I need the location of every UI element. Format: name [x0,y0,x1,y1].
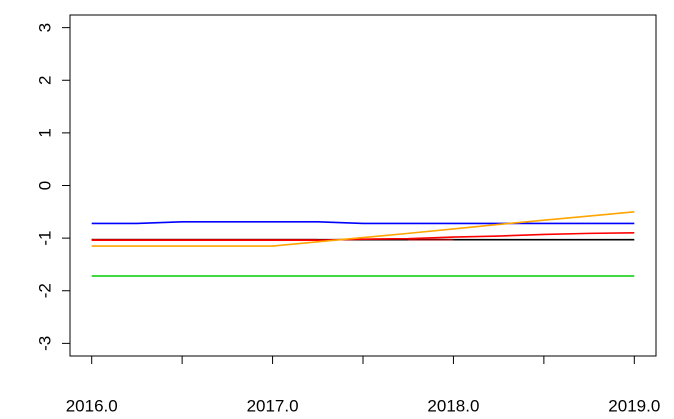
x-tick-label: 2017.0 [247,396,299,415]
x-tick-label: 2019.0 [608,396,660,415]
series-line [91,221,635,225]
x-tick-label: 2016.0 [66,396,118,415]
y-tick-label: 0 [35,181,54,190]
y-tick-label: 3 [35,23,54,32]
series-line [91,232,635,242]
y-tick-label: 1 [35,128,54,137]
y-tick-label: 2 [35,76,54,85]
y-tick-label: -3 [35,336,54,351]
plot-box [69,14,657,357]
y-tick-label: -2 [35,283,54,298]
x-tick-label: 2018.0 [427,396,479,415]
series-line [91,211,635,247]
y-tick-label: -1 [35,231,54,246]
